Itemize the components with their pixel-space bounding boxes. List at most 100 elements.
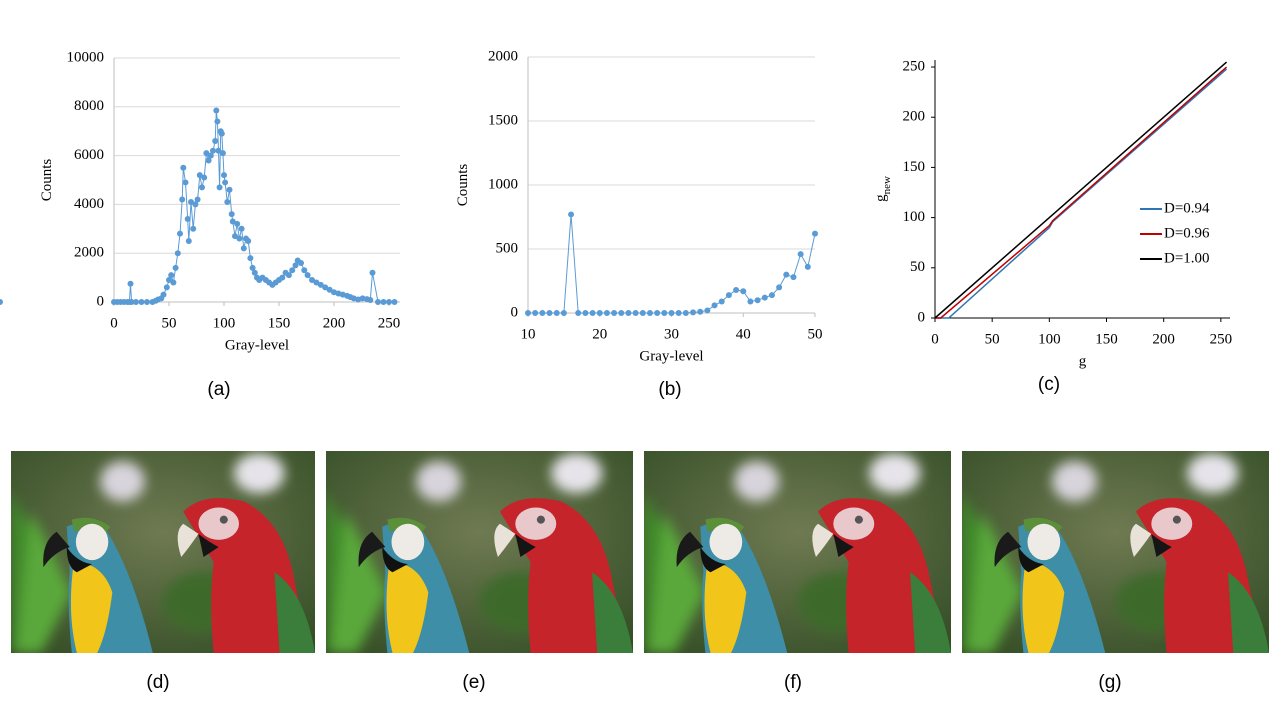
y-axis-label-main: Counts <box>455 164 471 207</box>
point <box>182 179 189 186</box>
point <box>546 310 553 316</box>
y-axis-label: gnew <box>873 176 892 202</box>
point <box>369 269 376 276</box>
y-axis-label-main: g <box>873 194 889 202</box>
x-tick-label: 0 <box>110 315 118 331</box>
point <box>603 310 610 316</box>
point <box>245 238 252 244</box>
y-tick-label: 50 <box>910 259 925 275</box>
x-tick-label: 250 <box>378 315 401 331</box>
point <box>375 299 381 305</box>
point <box>661 310 668 316</box>
point <box>212 137 219 144</box>
series-line <box>528 214 816 314</box>
point <box>313 279 320 286</box>
x-tick-label: 150 <box>268 315 291 331</box>
point <box>754 297 761 304</box>
point <box>180 164 187 171</box>
y-tick-label: 100 <box>903 209 926 225</box>
point <box>654 310 661 316</box>
point <box>812 230 818 237</box>
point <box>228 211 235 218</box>
panel-label: (e) <box>462 672 485 693</box>
y-axis-label-main: Counts <box>39 159 55 202</box>
y-tick-label: 6000 <box>74 147 104 163</box>
y-tick-label: 200 <box>903 109 926 125</box>
x-tick-label: 200 <box>323 315 346 331</box>
x-tick-label: 200 <box>1152 331 1175 347</box>
point <box>219 150 226 157</box>
point <box>160 291 167 298</box>
point <box>646 310 653 316</box>
point <box>201 174 208 181</box>
point <box>190 225 197 232</box>
point <box>747 298 754 305</box>
point <box>740 288 747 295</box>
point <box>177 230 183 237</box>
x-tick-label: 10 <box>521 326 536 342</box>
point <box>797 251 804 258</box>
point <box>292 262 299 269</box>
x-tick-label: 150 <box>1095 331 1118 347</box>
point <box>589 310 596 316</box>
point <box>711 302 718 309</box>
point <box>205 157 212 164</box>
point <box>804 263 811 270</box>
point <box>553 310 560 316</box>
point <box>203 150 210 157</box>
point <box>251 269 258 276</box>
y-tick-label: 4000 <box>74 196 104 212</box>
point <box>391 299 398 305</box>
point <box>247 255 254 262</box>
point <box>222 179 229 186</box>
point <box>733 286 740 293</box>
point <box>128 299 135 305</box>
point <box>718 298 725 305</box>
point <box>768 292 775 299</box>
point <box>168 272 175 279</box>
point <box>185 238 192 244</box>
x-tick-label: 250 <box>1210 331 1233 347</box>
point <box>166 277 172 284</box>
legend-label: D=0.94 <box>1164 200 1210 216</box>
point <box>690 309 697 316</box>
point <box>196 172 203 179</box>
point <box>532 310 539 316</box>
y-tick-label: 0 <box>97 293 105 309</box>
point <box>226 186 233 193</box>
point <box>725 292 732 299</box>
point <box>215 147 222 154</box>
y-tick-label: 8000 <box>74 98 104 114</box>
x-axis-label: Gray-level <box>639 348 703 364</box>
point <box>618 310 625 316</box>
point <box>240 245 247 252</box>
series-line <box>935 68 1228 319</box>
y-tick-label: 1500 <box>488 112 518 128</box>
point <box>133 299 139 305</box>
point <box>163 284 170 291</box>
x-axis-label: g <box>1079 353 1087 369</box>
y-axis-label: Counts <box>39 159 55 202</box>
photo <box>962 451 1269 653</box>
point <box>790 274 797 281</box>
point <box>682 310 689 316</box>
point <box>783 271 790 278</box>
y-tick-label: 150 <box>903 159 926 175</box>
point <box>238 225 245 232</box>
point <box>285 272 292 279</box>
point <box>326 286 333 293</box>
y-tick-label: 0 <box>918 309 926 325</box>
panel-label: (g) <box>1098 672 1121 693</box>
x-axis-label: Gray-level <box>225 337 289 353</box>
photo <box>644 451 951 653</box>
panel-label: (f) <box>784 672 802 693</box>
x-tick-label: 50 <box>985 331 1000 347</box>
point <box>582 310 589 316</box>
x-tick-label: 30 <box>664 326 679 342</box>
point <box>234 220 241 227</box>
point <box>380 299 387 305</box>
point <box>776 284 783 291</box>
legend-label: D=1.00 <box>1164 250 1210 266</box>
point <box>210 147 216 154</box>
